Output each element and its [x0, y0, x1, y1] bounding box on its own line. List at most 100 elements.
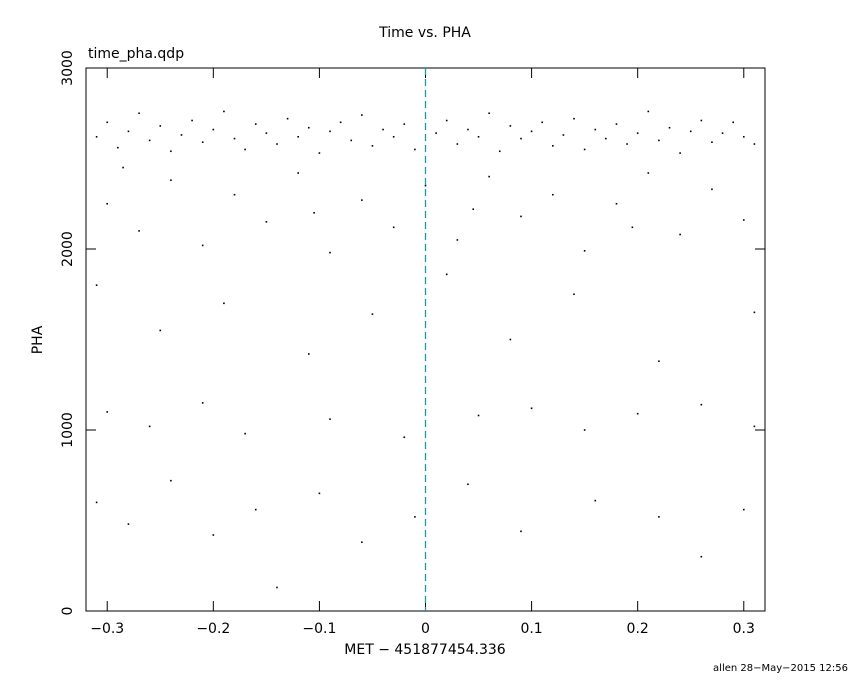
point — [392, 226, 395, 229]
point — [307, 353, 310, 355]
point — [472, 208, 475, 210]
x-tick-label: 0.2 — [627, 621, 649, 637]
point — [403, 436, 406, 439]
point — [361, 541, 363, 544]
chart-title: Time vs. PHA — [378, 25, 471, 41]
point — [361, 114, 363, 116]
point — [562, 134, 565, 136]
point — [170, 150, 172, 153]
point — [732, 121, 734, 124]
point — [594, 499, 597, 502]
point — [201, 141, 204, 144]
point — [254, 123, 257, 125]
point — [467, 128, 469, 131]
point — [106, 202, 109, 205]
point — [520, 137, 522, 140]
point — [679, 233, 681, 236]
point — [700, 119, 703, 122]
point — [233, 193, 236, 196]
y-tick-label: 3000 — [60, 50, 76, 86]
point — [552, 193, 554, 196]
point — [498, 150, 501, 153]
point — [721, 132, 724, 134]
point — [456, 239, 459, 241]
point — [233, 137, 236, 140]
point — [339, 121, 342, 124]
point — [445, 119, 448, 122]
point — [636, 132, 639, 134]
point — [138, 112, 140, 115]
point — [742, 135, 745, 138]
point — [106, 411, 109, 413]
point — [371, 313, 374, 315]
x-axis-label: MET − 451877454.336 — [344, 642, 506, 658]
point — [95, 135, 98, 138]
point — [689, 130, 692, 133]
point — [318, 492, 321, 495]
point — [170, 179, 172, 182]
point — [223, 302, 225, 305]
point — [700, 403, 703, 406]
point — [753, 143, 756, 145]
point — [159, 329, 162, 332]
point — [254, 508, 257, 511]
point — [488, 112, 490, 115]
point — [636, 412, 639, 415]
point — [414, 148, 416, 151]
point — [265, 221, 268, 223]
point — [711, 188, 713, 191]
point — [679, 152, 681, 154]
point — [658, 360, 660, 363]
point — [297, 135, 299, 138]
point — [201, 402, 204, 404]
point — [361, 199, 363, 201]
point — [244, 432, 246, 435]
point — [583, 429, 586, 431]
point — [201, 244, 204, 247]
point — [191, 119, 193, 122]
point — [138, 230, 140, 232]
point — [350, 139, 353, 142]
y-axis-label: PHA — [30, 325, 46, 354]
x-tick-label: −0.2 — [196, 621, 230, 637]
point — [647, 110, 650, 113]
point — [753, 425, 756, 428]
point — [742, 508, 745, 511]
point — [615, 123, 618, 125]
x-tick-label: 0 — [421, 621, 430, 637]
point — [403, 123, 406, 125]
point — [170, 479, 172, 482]
point — [520, 530, 522, 533]
point — [223, 110, 225, 113]
point — [117, 146, 119, 149]
point — [212, 534, 215, 536]
point — [424, 184, 427, 187]
point — [477, 135, 480, 138]
point — [520, 215, 522, 218]
y-tick-label: 0 — [60, 607, 76, 616]
point — [122, 166, 124, 169]
point — [647, 172, 650, 174]
point — [148, 139, 151, 142]
point — [509, 338, 512, 341]
point — [615, 202, 618, 205]
point — [530, 407, 533, 410]
point — [318, 152, 321, 154]
x-tick-label: 0.3 — [733, 621, 755, 637]
point — [435, 132, 437, 134]
point — [530, 130, 533, 133]
point — [445, 273, 448, 276]
y-tick-label: 1000 — [60, 412, 76, 448]
point — [658, 139, 660, 142]
point — [605, 137, 607, 140]
point — [127, 523, 130, 525]
point — [307, 126, 310, 129]
point — [573, 117, 575, 120]
point — [244, 148, 246, 151]
point — [371, 145, 374, 147]
point — [668, 126, 671, 129]
point — [148, 425, 151, 428]
x-tick-label: −0.1 — [302, 621, 336, 637]
subtitle: time_pha.qdp — [88, 46, 184, 62]
